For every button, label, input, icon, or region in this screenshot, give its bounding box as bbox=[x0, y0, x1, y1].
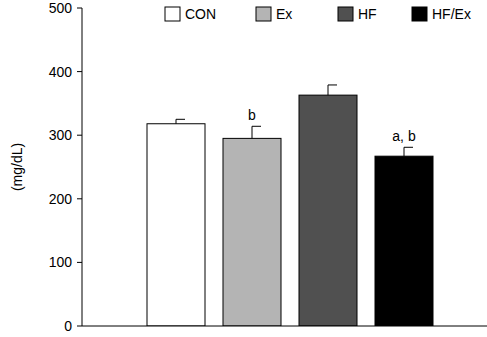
chart: b a, b 0 100 200 300 400 500 (mg/dL) CON Ex HF HF/Ex bbox=[0, 0, 487, 337]
legend-label: HF bbox=[358, 6, 377, 22]
error-stem bbox=[328, 85, 329, 95]
annotation: a, b bbox=[392, 128, 416, 144]
annotation: b bbox=[248, 107, 256, 123]
y-tick-label: 500 bbox=[49, 0, 73, 16]
error-cap bbox=[404, 147, 413, 148]
y-tick-label: 200 bbox=[49, 191, 73, 207]
bars bbox=[147, 85, 433, 326]
legend-swatch bbox=[412, 7, 427, 21]
error-bar bbox=[404, 147, 413, 156]
legend: CON Ex HF HF/Ex bbox=[165, 6, 471, 22]
error-cap bbox=[252, 126, 261, 127]
y-tick bbox=[77, 326, 82, 327]
error-bar bbox=[252, 126, 261, 138]
legend-swatch bbox=[338, 7, 353, 21]
legend-swatch bbox=[165, 7, 180, 21]
error-stem bbox=[252, 126, 253, 138]
x-axis bbox=[82, 326, 487, 327]
y-axis-label: (mg/dL) bbox=[9, 143, 25, 191]
y-axis bbox=[82, 8, 83, 326]
error-cap bbox=[176, 119, 185, 120]
legend-swatch bbox=[256, 7, 271, 21]
y-tick bbox=[77, 198, 82, 199]
error-stem bbox=[176, 119, 177, 123]
y-tick bbox=[77, 8, 82, 9]
y-tick-label: 0 bbox=[64, 318, 72, 334]
y-tick bbox=[77, 135, 82, 136]
error-cap bbox=[328, 84, 337, 85]
bar bbox=[223, 138, 281, 326]
y-tick-label: 100 bbox=[49, 254, 73, 270]
bar bbox=[147, 124, 205, 326]
legend-label: HF/Ex bbox=[432, 6, 471, 22]
y-tick-label: 400 bbox=[49, 64, 73, 80]
error-stem bbox=[404, 147, 405, 156]
bar bbox=[299, 95, 357, 326]
y-tick-label: 300 bbox=[49, 127, 73, 143]
legend-label: Ex bbox=[276, 6, 292, 22]
error-bar bbox=[328, 85, 337, 95]
error-bar bbox=[176, 119, 185, 123]
bar bbox=[375, 156, 433, 326]
y-tick bbox=[77, 71, 82, 72]
y-tick bbox=[77, 262, 82, 263]
legend-label: CON bbox=[185, 6, 216, 22]
